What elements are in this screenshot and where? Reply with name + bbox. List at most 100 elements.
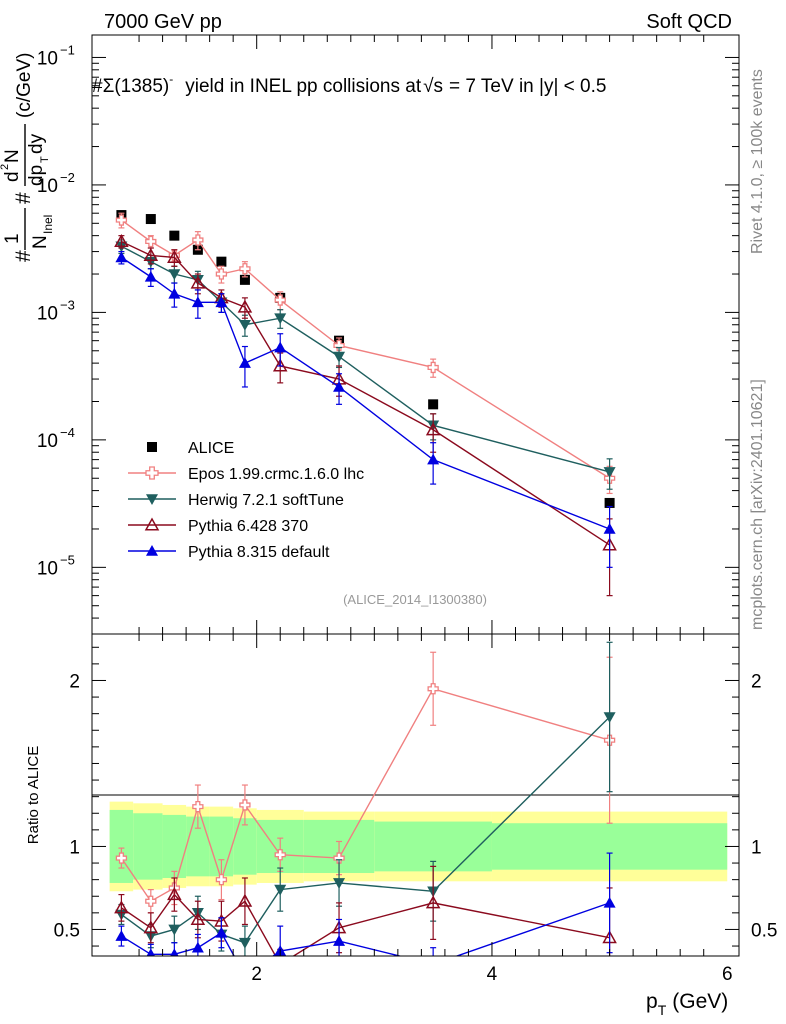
series-line-Herwig: [121, 245, 610, 473]
header-left: 7000 GeV pp: [104, 11, 222, 33]
point-Pythia8: [333, 380, 346, 392]
band-inner-segment: [133, 813, 163, 880]
ylabel-dN-d: d: [2, 171, 23, 182]
ratio-line-Pythia6: [121, 893, 610, 956]
ratio-ytick-label: 0.5: [54, 920, 80, 941]
band-inner-segment: [162, 814, 187, 878]
point-Pythia8: [603, 522, 616, 534]
ratio-xtick-label: 6: [722, 964, 733, 985]
point-Epos: [274, 294, 286, 306]
ratio-point-Epos: [192, 800, 204, 813]
ratio-point-Pythia8: [146, 948, 156, 956]
band-inner-segment: [109, 809, 134, 883]
point-Pythia6: [237, 299, 253, 313]
ratio-point-Pythia6: [425, 895, 441, 909]
point-Epos: [145, 235, 157, 248]
ratio-ytick-label: 1: [69, 837, 80, 858]
ratio-ylabel: Ratio to ALICE: [25, 746, 42, 844]
point-Epos: [115, 214, 128, 226]
point-Pythia8: [115, 251, 128, 263]
main-plot-area: [114, 210, 617, 597]
point-ALICE: [169, 230, 180, 241]
ratio-point-Pythia8: [427, 958, 439, 969]
ratio-point-Pythia6: [274, 958, 286, 969]
main-ylabel: # 1 N Inel # d 2 N dp T dy (c/GeV): [0, 53, 55, 262]
point-Epos: [192, 234, 204, 246]
ylabel-hash1: #: [12, 250, 35, 262]
point-Pythia8: [191, 296, 204, 308]
main-ytick-label: 10: [37, 558, 58, 579]
point-ALICE: [216, 256, 227, 267]
series-ALICE: [116, 210, 615, 508]
ratio-point-Pythia6: [143, 920, 159, 934]
ratio-ytick-label-right: 1: [751, 837, 762, 858]
legend-label-ALICE: ALICE: [188, 440, 234, 457]
ratio-point-Herwig: [238, 937, 251, 949]
band-inner-segment: [186, 816, 210, 877]
ratio-point-Pythia8: [170, 948, 179, 956]
point-Pythia8: [238, 357, 251, 368]
ratio-point-Epos: [239, 799, 251, 811]
legend-label-Epos: Epos 1.99.crmc.1.6.0 lhc: [188, 466, 364, 483]
ratio-point-Herwig: [333, 878, 346, 889]
ratio-ytick-label: 2: [69, 671, 80, 692]
ylabel-dN-N: N: [2, 149, 23, 163]
band-inner-segment: [233, 818, 257, 875]
ratio-point-Pythia8: [115, 930, 128, 941]
title-prefix: #: [92, 76, 103, 97]
point-ALICE: [145, 214, 156, 225]
ylabel-one: 1: [2, 233, 23, 244]
ratio-point-Epos: [333, 852, 345, 864]
main-ytick-label: 10: [37, 303, 58, 324]
point-Pythia6: [114, 233, 129, 248]
main-axes: 10−110−210−310−410−5: [37, 35, 739, 635]
point-Epos: [239, 263, 251, 275]
ylabel-inel: Inel: [41, 215, 55, 234]
ratio-xtick-label: 2: [251, 964, 262, 985]
legend-label-Pythia6: Pythia 6.428 370: [188, 518, 308, 535]
main-ytick-label: 10: [37, 48, 58, 69]
series-line-Epos: [120, 219, 610, 479]
point-Pythia8: [144, 270, 157, 282]
legend-marker-Pythia6: [144, 517, 160, 531]
main-ytick-label: 10: [37, 176, 58, 197]
ylabel-dp-sub: T: [39, 156, 51, 163]
point-Epos: [215, 268, 228, 280]
point-Epos: [427, 361, 439, 374]
ratio-point-Herwig: [168, 924, 181, 936]
ratio-point-Pythia6: [114, 900, 129, 914]
main-ytick-exp: −3: [60, 297, 75, 312]
ratio-point-Pythia6: [237, 893, 253, 907]
main-ytick-exp: −5: [60, 552, 75, 567]
legend-marker-Pythia8: [146, 545, 158, 556]
title-end: = 7 TeV in |y| < 0.5: [449, 76, 606, 97]
ratio-frame: [91, 633, 740, 957]
point-Herwig: [168, 269, 181, 281]
ratio-line-Herwig: [120, 716, 611, 944]
main-ytick-exp: −1: [60, 42, 75, 57]
series-Pythia8: [115, 250, 616, 568]
point-ALICE: [604, 497, 615, 508]
point-Herwig: [274, 313, 287, 325]
ylabel-dy: dy: [26, 133, 47, 154]
ratio-point-Epos: [145, 895, 157, 907]
point-ALICE: [428, 399, 439, 410]
ratio-axes: 0.5 0.5 1 1 2 2 2 4 6: [54, 634, 777, 985]
ratio-point-Pythia8: [239, 970, 251, 981]
ratio-point-Epos: [274, 849, 286, 861]
point-Pythia8: [168, 287, 181, 299]
xlabel-p: p: [646, 990, 658, 1013]
ratio-line-Pythia8: [121, 902, 610, 956]
xlabel: pT (GeV): [646, 990, 728, 1018]
point-Pythia8: [427, 453, 440, 465]
point-Epos: [333, 339, 345, 352]
point-Herwig: [333, 351, 346, 363]
ylabel-dN-sup: 2: [0, 164, 11, 170]
title-sigma: Σ(1385): [103, 76, 170, 97]
legend-marker-Herwig: [146, 494, 158, 505]
ratio-point-Pythia8: [215, 926, 228, 938]
series-line-Pythia8: [121, 256, 610, 530]
ylabel-dp: dp: [26, 165, 47, 186]
point-Herwig: [603, 467, 616, 478]
